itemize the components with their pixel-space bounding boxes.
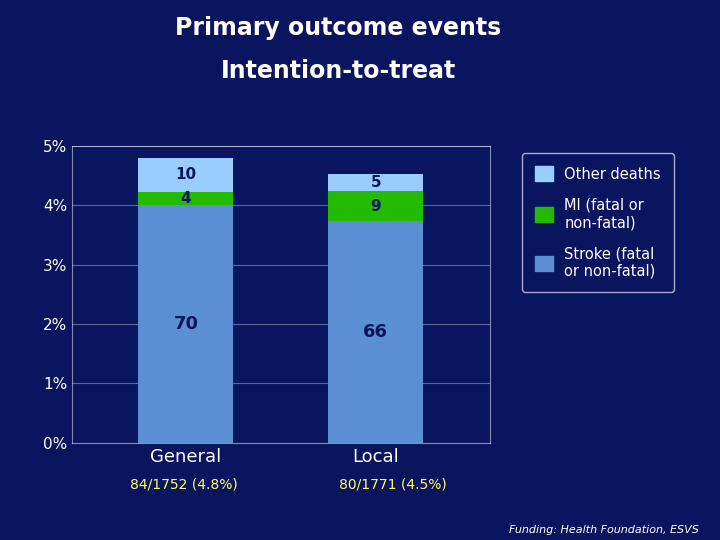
Bar — [138, 192, 233, 206]
Bar — [328, 221, 423, 443]
Text: 84/1752 (4.8%): 84/1752 (4.8%) — [130, 478, 238, 492]
Bar — [138, 206, 233, 443]
Text: Funding: Health Foundation, ESVS: Funding: Health Foundation, ESVS — [508, 524, 698, 535]
Text: 70: 70 — [174, 315, 199, 333]
Text: 10: 10 — [176, 167, 197, 183]
Text: 80/1771 (4.5%): 80/1771 (4.5%) — [338, 478, 446, 492]
Text: Intention-to-treat: Intention-to-treat — [221, 59, 456, 83]
Text: 4: 4 — [181, 191, 192, 206]
Text: 9: 9 — [370, 199, 381, 214]
Text: 66: 66 — [363, 323, 388, 341]
Text: 5: 5 — [370, 176, 381, 191]
Bar — [328, 174, 423, 191]
Bar — [328, 191, 423, 221]
Legend: Other deaths, MI (fatal or
non-fatal), Stroke (fatal
or non-fatal): Other deaths, MI (fatal or non-fatal), S… — [522, 153, 674, 292]
Bar — [138, 158, 233, 192]
Text: Primary outcome events: Primary outcome events — [175, 16, 502, 40]
